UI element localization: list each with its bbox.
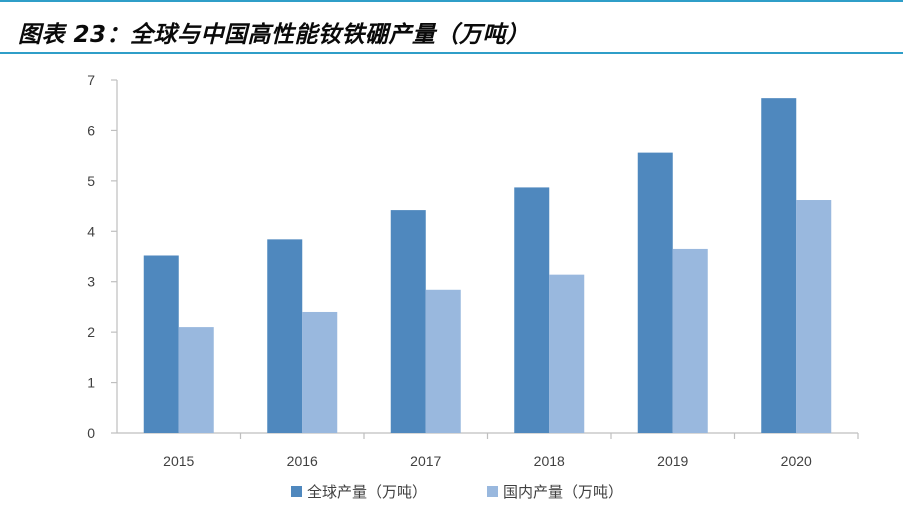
- bar-domestic-2017: [425, 289, 461, 433]
- top-rule: [0, 0, 903, 2]
- bar-global-2016: [267, 239, 303, 433]
- y-tick-label: 1: [87, 375, 95, 391]
- y-tick-label: 5: [87, 173, 95, 189]
- legend-swatch-global: [291, 486, 302, 497]
- x-tick-label: 2015: [163, 453, 194, 469]
- y-tick-label: 0: [87, 425, 95, 441]
- bar-domestic-2015: [178, 327, 214, 433]
- x-tick-label: 2016: [287, 453, 318, 469]
- title-bar: 图表 23：全球与中国高性能钕铁硼产量（万吨）: [0, 2, 903, 52]
- y-tick-label: 6: [87, 122, 95, 138]
- x-tick-label: 2019: [657, 453, 688, 469]
- bar-global-2017: [390, 210, 426, 433]
- axes: [111, 79, 859, 439]
- legend: 全球产量（万吨） 国内产量（万吨）: [291, 483, 623, 501]
- bar-global-2020: [761, 98, 797, 433]
- y-tick-label: 7: [87, 72, 95, 88]
- bars: [143, 98, 832, 434]
- bar-global-2019: [637, 152, 673, 434]
- bar-global-2015: [143, 255, 179, 433]
- x-tick-label: 2017: [410, 453, 441, 469]
- bar-domestic-2020: [796, 200, 832, 433]
- bar-domestic-2019: [672, 248, 708, 433]
- chart-title: 图表 23：全球与中国高性能钕铁硼产量（万吨）: [18, 22, 530, 48]
- bar-domestic-2016: [302, 311, 338, 433]
- tick-labels: 0 1 2 3 4 5 6 7 2015 2016 2017 2018 2019 2020: [87, 72, 812, 469]
- legend-label-domestic: 国内产量（万吨）: [503, 483, 623, 501]
- legend-swatch-domestic: [487, 486, 498, 497]
- bar-domestic-2018: [549, 274, 585, 433]
- bar-global-2018: [514, 187, 550, 433]
- y-tick-label: 2: [87, 324, 95, 340]
- x-tick-label: 2020: [781, 453, 812, 469]
- x-tick-label: 2018: [534, 453, 565, 469]
- title-rule: [0, 52, 903, 54]
- legend-label-global: 全球产量（万吨）: [307, 483, 427, 501]
- y-tick-label: 3: [87, 274, 95, 290]
- y-tick-label: 4: [87, 223, 95, 239]
